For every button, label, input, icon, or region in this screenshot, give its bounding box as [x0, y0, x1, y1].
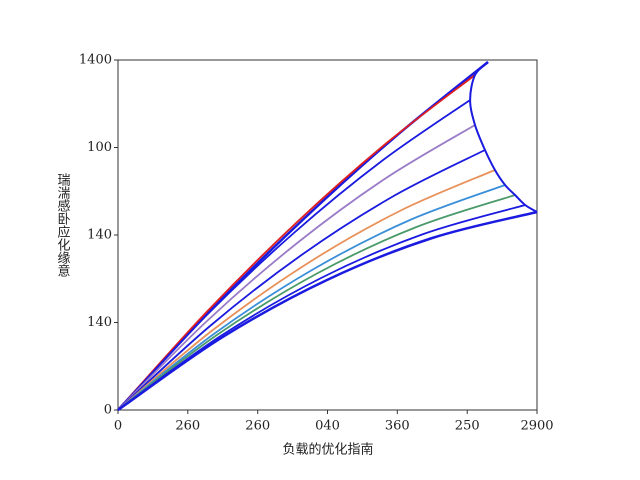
envelope: [469, 61, 538, 213]
line-series: [117, 149, 486, 411]
line-series: [117, 99, 471, 411]
line-series: [117, 210, 538, 412]
x-tick-label: 360: [385, 419, 410, 434]
line-series: [117, 204, 526, 411]
plot-frame: [117, 59, 538, 411]
y-tick-label: 100: [87, 140, 112, 155]
line-series: [117, 184, 506, 411]
x-tick-label: 040: [315, 419, 340, 434]
x-tick-label: 260: [245, 419, 270, 434]
y-tick-label: 0: [104, 403, 112, 418]
x-axis-label: 负载的优化指南: [282, 442, 373, 458]
y-tick-label: 140: [87, 228, 112, 243]
line-series: [117, 74, 476, 411]
y-axis-label: 瑞湍感卧应化缘意: [55, 173, 71, 277]
x-tick-label: 2900: [520, 419, 553, 434]
line-series: [117, 124, 476, 411]
y-tick-label: 1400: [79, 53, 112, 68]
x-tick-label: 260: [175, 419, 200, 434]
x-tick-label: 250: [455, 419, 480, 434]
line-series: [117, 194, 516, 411]
line-series: [117, 169, 496, 411]
x-tick-label: 0: [114, 419, 122, 434]
y-tick-label: 140: [87, 315, 112, 330]
